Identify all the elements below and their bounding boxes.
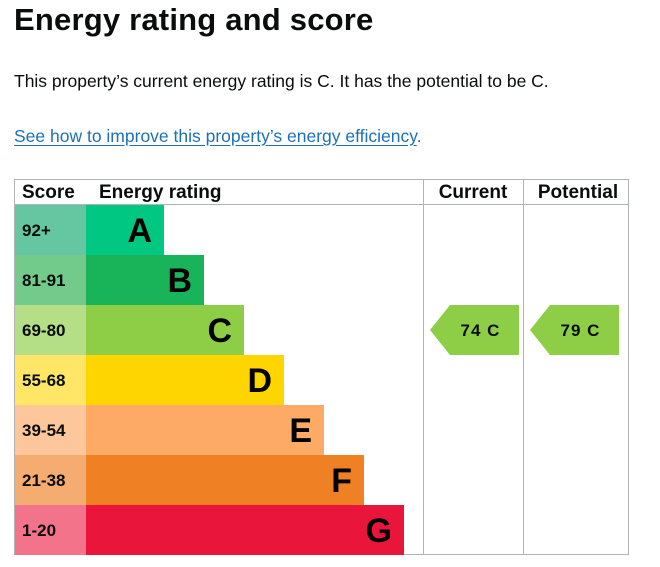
score-label-d: 55-68	[22, 371, 65, 390]
band-bar-a	[86, 205, 164, 255]
band-bar-f	[86, 455, 364, 505]
score-cell-e	[15, 405, 87, 455]
header-potential: Potential	[538, 182, 618, 203]
score-label-c: 69-80	[22, 321, 65, 340]
energy-rating-chart: Score Energy rating Current Potential 92…	[14, 179, 629, 555]
header-current: Current	[439, 182, 508, 203]
band-letter-f: F	[331, 462, 352, 500]
rating-summary: This property’s current energy rating is…	[14, 71, 549, 91]
score-cell-b	[15, 255, 87, 305]
score-label-g: 1-20	[22, 521, 56, 540]
score-cell-g	[15, 505, 87, 555]
score-label-e: 39-54	[22, 421, 66, 440]
score-label-f: 21-38	[22, 471, 65, 490]
score-cell-a	[15, 205, 87, 255]
potential-rating-label: 79 C	[561, 321, 601, 340]
header-energy-rating: Energy rating	[99, 182, 221, 203]
band-bar-g	[86, 505, 404, 555]
band-letter-d: D	[247, 362, 272, 400]
band-bar-d	[86, 355, 284, 405]
page-title: Energy rating and score	[14, 2, 374, 37]
improve-link-paragraph: See how to improve this property’s energ…	[14, 126, 422, 147]
band-letter-g: G	[366, 512, 392, 550]
potential-arrow	[530, 305, 619, 355]
improve-efficiency-link[interactable]: See how to improve this property’s energ…	[14, 126, 417, 146]
band-bar-e	[86, 405, 324, 455]
current-arrow	[430, 305, 519, 355]
band-letter-e: E	[289, 412, 312, 450]
header-score: Score	[22, 182, 75, 203]
band-letter-a: A	[127, 212, 152, 250]
score-cell-d	[15, 355, 87, 405]
band-bar-c	[86, 305, 244, 355]
band-letter-b: B	[167, 262, 192, 300]
link-suffix: .	[416, 126, 422, 146]
current-rating-label: 74 C	[461, 321, 501, 340]
score-cell-c	[15, 305, 87, 355]
band-letter-c: C	[207, 312, 232, 350]
band-bar-b	[86, 255, 204, 305]
score-cell-f	[15, 455, 87, 505]
score-label-b: 81-91	[22, 271, 65, 290]
score-label-a: 92+	[22, 221, 51, 240]
